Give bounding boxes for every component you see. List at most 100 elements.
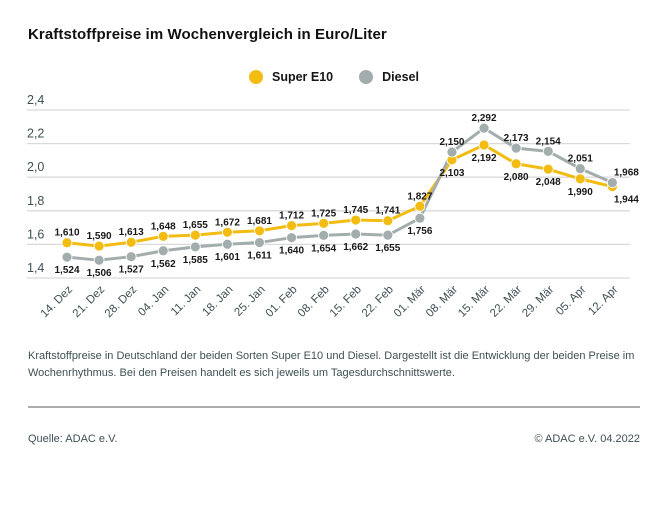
x-tick-label: 01. Mär (392, 284, 428, 320)
y-tick-label: 1,4 (27, 261, 44, 275)
x-tick-label: 18. Jan (200, 284, 235, 319)
chart-legend: Super E10 Diesel (0, 70, 668, 84)
data-point-label: 1,506 (87, 268, 112, 279)
data-point (446, 146, 458, 158)
data-point-label: 1,725 (311, 208, 336, 219)
x-tick-label: 15. Feb (328, 284, 364, 320)
data-point-label: 2,150 (439, 137, 464, 148)
legend-label-super-e10: Super E10 (272, 70, 334, 84)
data-point-label: 1,524 (54, 265, 79, 276)
data-point (350, 214, 362, 226)
data-point (574, 173, 586, 185)
data-point (414, 212, 426, 224)
x-tick-label: 29. Mär (520, 284, 556, 320)
x-tick-label: 08. Feb (296, 284, 332, 320)
data-point-label: 2,051 (568, 154, 593, 165)
data-point-label: 1,648 (151, 221, 176, 232)
x-tick-label: 15. Mär (456, 284, 492, 320)
data-point (542, 163, 554, 175)
data-point-label: 1,562 (151, 259, 176, 270)
data-point-label: 1,613 (119, 227, 144, 238)
data-point-label: 1,672 (215, 217, 240, 228)
data-point-label: 1,712 (279, 211, 304, 222)
super-e10-dot-icon (249, 70, 263, 84)
x-tick-label: 22. Mär (488, 284, 524, 320)
data-point (350, 228, 362, 240)
data-point-label: 1,610 (54, 228, 79, 239)
data-point (478, 122, 490, 134)
data-point-label: 1,654 (311, 243, 336, 254)
x-tick-label: 28. Dez (103, 283, 140, 320)
data-point-label: 1,741 (375, 206, 400, 217)
data-point (189, 241, 201, 253)
data-point (61, 237, 73, 249)
chart-description: Kraftstoffpreise in Deutschland der beid… (28, 350, 635, 379)
data-point (189, 229, 201, 241)
x-tick-label: 04. Jan (136, 284, 171, 319)
data-point-label: 1,611 (247, 251, 272, 262)
data-point (606, 177, 618, 188)
data-point-label: 1,527 (119, 265, 144, 276)
x-tick-label: 12. Apr (586, 284, 620, 318)
data-point-label: 1,827 (407, 191, 432, 202)
data-point (510, 158, 522, 170)
data-point (157, 245, 169, 257)
data-point-label: 1,640 (279, 246, 304, 257)
data-point (254, 237, 265, 248)
data-point-label: 1,590 (87, 231, 112, 242)
data-point-label: 2,192 (472, 153, 497, 164)
Super E10-line (66, 143, 613, 248)
copyright-note: © ADAC e.V. 04.2022 (534, 433, 640, 445)
data-point (318, 217, 330, 229)
data-point-label: 1,601 (215, 252, 240, 263)
data-point (221, 226, 233, 238)
data-point-label: 1,990 (568, 187, 593, 198)
data-point-label: 2,080 (504, 172, 529, 183)
data-point (286, 232, 297, 244)
data-point (93, 254, 105, 266)
footer: Quelle: ADAC e.V. © ADAC e.V. 04.2022 (28, 433, 640, 445)
legend-item-super-e10: Super E10 (249, 70, 333, 84)
data-point (61, 251, 73, 263)
x-tick-label: 14. Dez (39, 283, 76, 320)
data-point-label: 1,662 (343, 242, 368, 253)
data-point-label: 1,968 (614, 168, 639, 179)
source-note: Quelle: ADAC e.V. (28, 433, 118, 445)
data-point-label: 2,173 (504, 133, 529, 144)
data-point (382, 229, 394, 241)
data-point (574, 163, 586, 175)
data-point (414, 200, 426, 212)
legend-label-diesel: Diesel (382, 70, 419, 84)
data-point-label: 1,585 (183, 255, 208, 266)
data-point-label: 1,681 (247, 216, 272, 227)
y-tick-label: 2,0 (27, 160, 44, 174)
y-tick-label: 1,8 (27, 194, 44, 208)
y-tick-label: 2,4 (27, 93, 44, 107)
data-point (318, 229, 330, 241)
data-point (286, 220, 297, 231)
data-point (125, 251, 137, 263)
data-point-label: 1,655 (375, 243, 400, 254)
data-point-label: 1,756 (407, 226, 432, 237)
data-point-label: 2,292 (472, 113, 497, 124)
x-tick-label: 22. Feb (360, 284, 396, 320)
data-point-label: 1,745 (343, 205, 368, 216)
data-point (221, 238, 233, 250)
y-tick-label: 2,2 (27, 127, 44, 141)
data-point (478, 139, 490, 151)
x-tick-label: 01. Feb (264, 284, 300, 320)
data-point-label: 2,048 (536, 177, 561, 188)
x-tick-label: 21. Dez (71, 283, 108, 320)
x-tick-label: 05. Apr (554, 284, 588, 318)
data-point-label: 1,655 (183, 220, 208, 231)
x-tick-label: 08. Mär (424, 284, 460, 320)
data-point (157, 230, 169, 242)
data-point (254, 225, 265, 237)
x-tick-label: 11. Jan (169, 284, 204, 319)
data-point (382, 215, 394, 227)
data-point-label: 2,154 (536, 136, 561, 147)
page-title: Kraftstoffpreise im Wochenvergleich in E… (28, 26, 387, 43)
data-point (510, 142, 522, 154)
